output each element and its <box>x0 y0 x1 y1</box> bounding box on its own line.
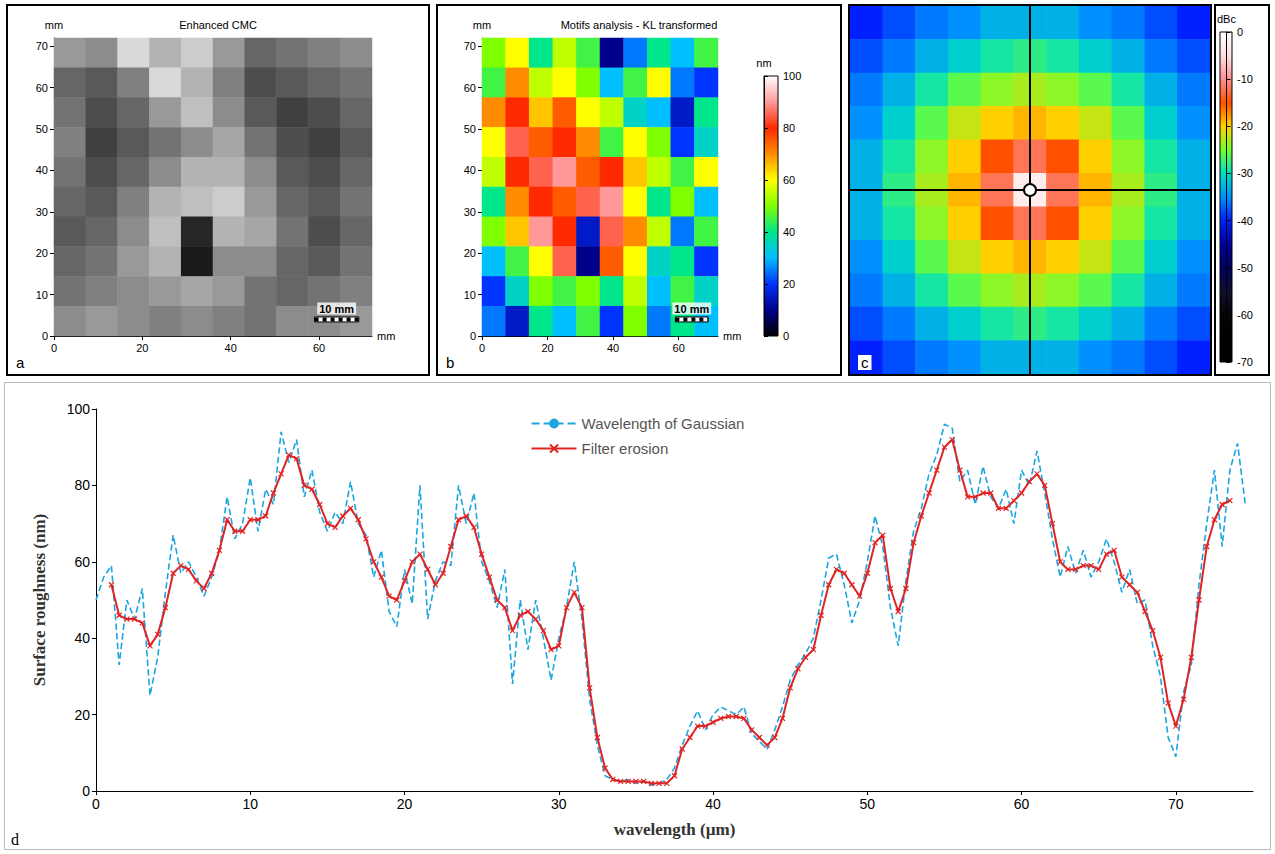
svg-text:c: c <box>861 354 869 371</box>
svg-text:60: 60 <box>1014 796 1030 812</box>
svg-text:80: 80 <box>783 122 795 134</box>
svg-text:40: 40 <box>464 164 476 176</box>
svg-text:-60: -60 <box>1237 309 1253 321</box>
svg-text:40: 40 <box>225 342 237 354</box>
svg-text:a: a <box>16 354 25 371</box>
svg-text:60: 60 <box>313 342 325 354</box>
svg-text:50: 50 <box>464 123 476 135</box>
svg-text:mm: mm <box>377 330 395 342</box>
svg-text:Filter erosion: Filter erosion <box>582 440 669 457</box>
svg-text:10 mm: 10 mm <box>674 303 709 315</box>
svg-text:30: 30 <box>551 796 567 812</box>
svg-text:40: 40 <box>705 796 721 812</box>
svg-text:40: 40 <box>783 226 795 238</box>
svg-text:70: 70 <box>1168 796 1184 812</box>
svg-text:10: 10 <box>36 289 48 301</box>
svg-text:20: 20 <box>36 247 48 259</box>
svg-text:40: 40 <box>607 342 619 354</box>
svg-text:Motifs analysis - KL transform: Motifs analysis - KL transformed <box>561 19 718 31</box>
svg-text:-30: -30 <box>1237 167 1253 179</box>
svg-text:20: 20 <box>397 796 413 812</box>
svg-text:70: 70 <box>464 40 476 52</box>
svg-text:0: 0 <box>479 342 485 354</box>
svg-text:0: 0 <box>470 330 476 342</box>
svg-text:Wavelength of Gaussian: Wavelength of Gaussian <box>582 415 745 432</box>
svg-text:30: 30 <box>464 206 476 218</box>
svg-text:d: d <box>11 831 19 848</box>
svg-text:20: 20 <box>136 342 148 354</box>
svg-text:60: 60 <box>74 554 90 570</box>
svg-text:30: 30 <box>36 206 48 218</box>
svg-text:10: 10 <box>464 289 476 301</box>
svg-text:mm: mm <box>723 330 741 342</box>
svg-text:20: 20 <box>783 278 795 290</box>
svg-text:20: 20 <box>74 707 90 723</box>
svg-text:-40: -40 <box>1237 215 1253 227</box>
svg-text:-20: -20 <box>1237 120 1253 132</box>
svg-text:0: 0 <box>82 783 90 799</box>
svg-text:60: 60 <box>783 174 795 186</box>
svg-text:0: 0 <box>92 796 100 812</box>
svg-text:100: 100 <box>783 70 801 82</box>
svg-text:0: 0 <box>783 330 789 342</box>
svg-text:-10: -10 <box>1237 73 1253 85</box>
svg-text:Surface roughness (nm): Surface roughness (nm) <box>30 514 49 687</box>
svg-text:50: 50 <box>860 796 876 812</box>
svg-text:0: 0 <box>42 330 48 342</box>
svg-text:Enhanced CMC: Enhanced CMC <box>179 19 257 31</box>
svg-text:50: 50 <box>36 123 48 135</box>
svg-text:-50: -50 <box>1237 262 1253 274</box>
svg-text:60: 60 <box>673 342 685 354</box>
svg-text:100: 100 <box>67 401 91 417</box>
svg-text:20: 20 <box>464 247 476 259</box>
svg-text:60: 60 <box>36 82 48 94</box>
svg-text:10: 10 <box>242 796 258 812</box>
svg-text:60: 60 <box>464 82 476 94</box>
svg-text:40: 40 <box>74 630 90 646</box>
svg-text:80: 80 <box>74 477 90 493</box>
svg-text:nm: nm <box>756 57 771 69</box>
svg-text:b: b <box>446 354 454 371</box>
svg-text:20: 20 <box>541 342 553 354</box>
svg-text:dBc: dBc <box>1217 13 1236 25</box>
svg-text:40: 40 <box>36 164 48 176</box>
svg-text:0: 0 <box>51 342 57 354</box>
svg-text:mm: mm <box>45 19 63 31</box>
svg-text:wavelength (µm): wavelength (µm) <box>614 820 736 839</box>
svg-text:-70: -70 <box>1237 356 1253 368</box>
svg-text:10 mm: 10 mm <box>319 303 354 315</box>
svg-text:mm: mm <box>473 19 491 31</box>
svg-text:70: 70 <box>36 40 48 52</box>
svg-text:0: 0 <box>1237 26 1243 38</box>
